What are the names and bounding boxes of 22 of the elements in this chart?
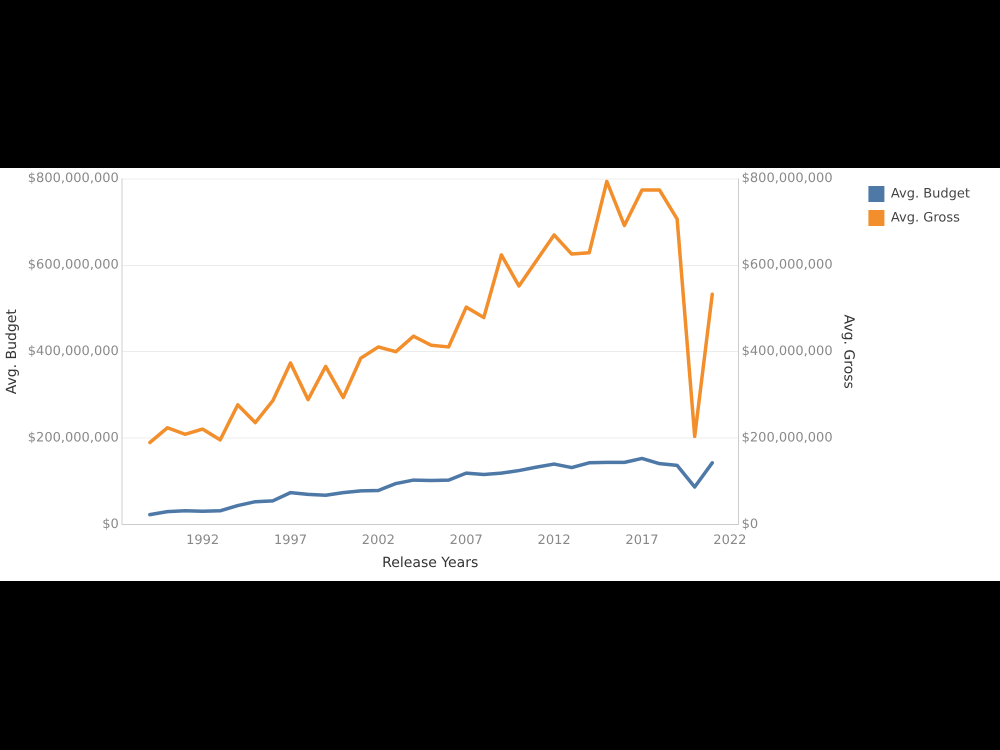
x-tick-label: 1997 [274,532,308,548]
y2-tick-label: $0 [742,516,758,532]
y-tick-label: $600,000,000 [28,258,119,273]
x-tick-label: 2022 [713,532,746,548]
y2-axis-title: Avg. Gross [840,314,856,389]
y-tick-label: $200,000,000 [28,430,119,446]
x-tick-label: 2012 [538,532,571,548]
y2-tick-label: $400,000,000 [742,344,833,360]
y-tick-label: $800,000,000 [28,171,119,186]
legend-label: Avg. Budget [890,186,970,202]
y-tick-label: $0 [102,516,119,532]
x-axis-title: Release Years [382,555,478,572]
y2-tick-label: $800,000,000 [742,171,833,186]
x-tick-label: 2017 [625,532,659,548]
x-tick-label: 2002 [362,532,395,548]
legend-label: Avg. Gross [890,210,960,226]
y2-tick-label: $600,000,000 [742,258,833,273]
x-tick-label: 1992 [186,532,220,548]
y2-tick-label: $200,000,000 [742,430,833,446]
y-axis-title: Avg. Budget [4,308,20,394]
y-tick-label: $400,000,000 [28,344,119,360]
x-tick-label: 2007 [450,532,483,548]
